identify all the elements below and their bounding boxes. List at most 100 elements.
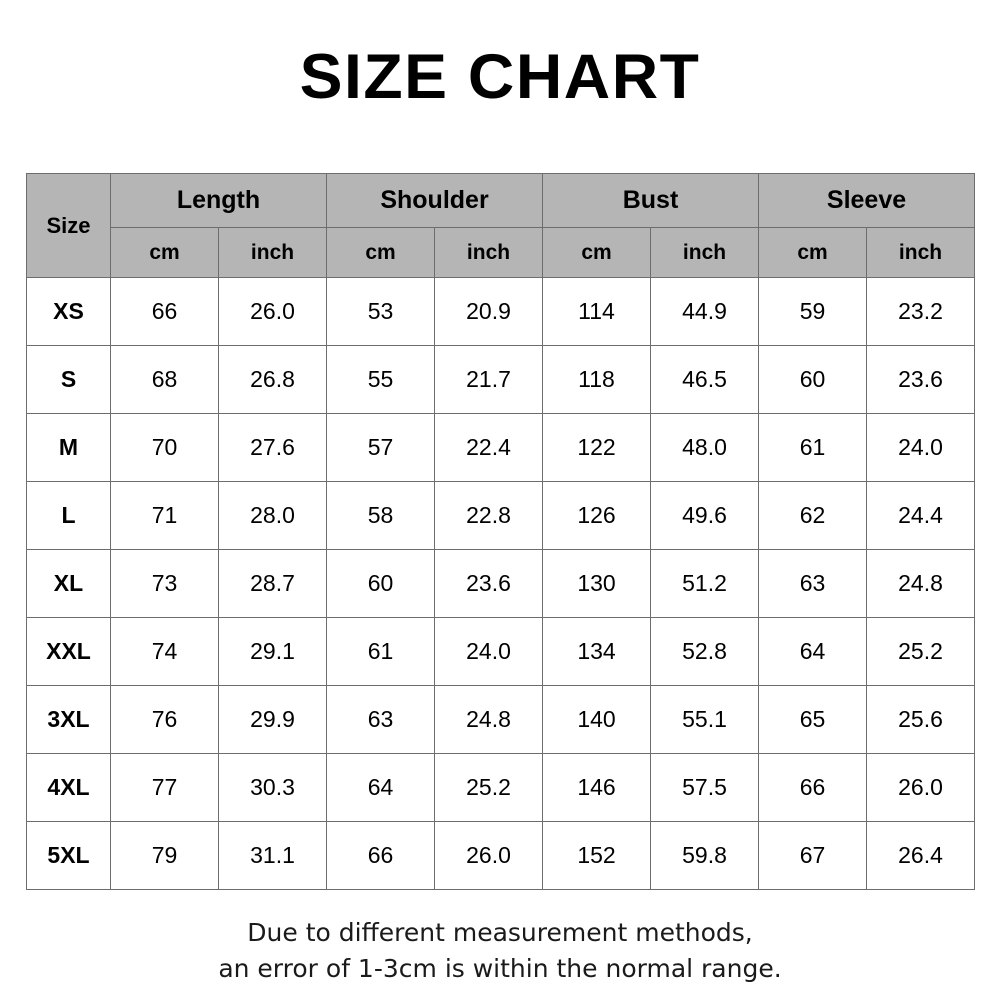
cell-sleeve-cm: 59 [758, 277, 868, 346]
cell-length-cm: 76 [110, 685, 219, 754]
cell-size: 5XL [26, 821, 111, 890]
cell-bust-inch: 46.5 [650, 345, 760, 414]
column-header-size: Size [26, 173, 111, 278]
cell-sleeve-inch: 24.0 [866, 413, 976, 482]
cell-shoulder-inch: 26.0 [434, 821, 544, 890]
column-group-header-sleeve: Sleeve [758, 173, 976, 228]
cell-sleeve-inch: 26.0 [866, 753, 976, 822]
cell-length-cm: 79 [110, 821, 219, 890]
table-row: 4XL 77 30.3 64 25.2 146 57.5 66 26.0 [26, 753, 976, 822]
cell-shoulder-cm: 58 [326, 481, 436, 550]
table-body: XS 66 26.0 53 20.9 114 44.9 59 23.2 S 68… [26, 277, 976, 890]
cell-size: XL [26, 549, 111, 618]
size-chart-table-container: Size Length Shoulder Bust Sleeve cm inch… [26, 173, 976, 890]
cell-shoulder-inch: 25.2 [434, 753, 544, 822]
cell-length-inch: 29.1 [217, 617, 328, 686]
cell-length-inch: 30.3 [217, 753, 328, 822]
cell-shoulder-inch: 24.8 [434, 685, 544, 754]
cell-size: L [26, 481, 111, 550]
table-row: XL 73 28.7 60 23.6 130 51.2 63 24.8 [26, 549, 976, 618]
cell-shoulder-inch: 22.8 [434, 481, 544, 550]
cell-size: XS [26, 277, 111, 346]
unit-header-sleeve-inch: inch [866, 227, 976, 278]
cell-sleeve-cm: 65 [758, 685, 868, 754]
table-row: 5XL 79 31.1 66 26.0 152 59.8 67 26.4 [26, 821, 976, 890]
column-group-header-shoulder: Shoulder [326, 173, 544, 228]
cell-shoulder-cm: 63 [326, 685, 436, 754]
unit-header-shoulder-inch: inch [434, 227, 544, 278]
cell-size: S [26, 345, 111, 414]
cell-sleeve-cm: 66 [758, 753, 868, 822]
column-group-header-bust: Bust [542, 173, 760, 228]
cell-shoulder-inch: 22.4 [434, 413, 544, 482]
cell-sleeve-inch: 25.2 [866, 617, 976, 686]
table-header: Size Length Shoulder Bust Sleeve cm inch… [26, 173, 976, 278]
unit-header-sleeve-cm: cm [758, 227, 868, 278]
cell-bust-cm: 140 [542, 685, 652, 754]
cell-sleeve-inch: 23.6 [866, 345, 976, 414]
unit-header-length-inch: inch [217, 227, 328, 278]
cell-bust-cm: 130 [542, 549, 652, 618]
cell-bust-inch: 59.8 [650, 821, 760, 890]
cell-shoulder-inch: 23.6 [434, 549, 544, 618]
measurement-disclaimer: Due to different measurement methods, an… [0, 915, 1000, 988]
cell-length-cm: 74 [110, 617, 219, 686]
cell-shoulder-cm: 61 [326, 617, 436, 686]
cell-sleeve-cm: 62 [758, 481, 868, 550]
size-chart-table: Size Length Shoulder Bust Sleeve cm inch… [26, 173, 976, 890]
cell-sleeve-cm: 61 [758, 413, 868, 482]
cell-bust-inch: 44.9 [650, 277, 760, 346]
cell-length-cm: 66 [110, 277, 219, 346]
cell-shoulder-cm: 66 [326, 821, 436, 890]
cell-shoulder-cm: 60 [326, 549, 436, 618]
cell-length-inch: 26.0 [217, 277, 328, 346]
cell-bust-inch: 55.1 [650, 685, 760, 754]
page-title: SIZE CHART [299, 42, 701, 112]
cell-shoulder-cm: 53 [326, 277, 436, 346]
cell-sleeve-cm: 67 [758, 821, 868, 890]
cell-shoulder-cm: 64 [326, 753, 436, 822]
unit-header-bust-cm: cm [542, 227, 652, 278]
cell-length-cm: 71 [110, 481, 219, 550]
disclaimer-line-2: an error of 1-3cm is within the normal r… [218, 954, 782, 984]
table-header-unit-row: cm inch cm inch cm inch cm inch [27, 227, 976, 278]
cell-sleeve-inch: 24.8 [866, 549, 976, 618]
table-header-group-row: Size Length Shoulder Bust Sleeve [26, 173, 976, 278]
cell-length-cm: 70 [110, 413, 219, 482]
column-group-header-length: Length [109, 173, 328, 228]
disclaimer-line-1: Due to different measurement methods, [247, 918, 753, 947]
cell-bust-cm: 134 [542, 617, 652, 686]
cell-length-inch: 27.6 [217, 413, 328, 482]
cell-size: XXL [26, 617, 111, 686]
cell-bust-cm: 122 [542, 413, 652, 482]
cell-bust-inch: 57.5 [650, 753, 760, 822]
table-row: M 70 27.6 57 22.4 122 48.0 61 24.0 [26, 413, 976, 482]
table-row: XS 66 26.0 53 20.9 114 44.9 59 23.2 [26, 277, 976, 346]
unit-header-bust-inch: inch [650, 227, 760, 278]
unit-header-length-cm: cm [110, 227, 219, 278]
table-row: 3XL 76 29.9 63 24.8 140 55.1 65 25.6 [26, 685, 976, 754]
cell-shoulder-inch: 20.9 [434, 277, 544, 346]
cell-length-inch: 26.8 [217, 345, 328, 414]
cell-sleeve-inch: 25.6 [866, 685, 976, 754]
cell-bust-cm: 152 [542, 821, 652, 890]
cell-bust-inch: 51.2 [650, 549, 760, 618]
cell-length-inch: 28.0 [217, 481, 328, 550]
cell-sleeve-cm: 64 [758, 617, 868, 686]
cell-length-cm: 68 [110, 345, 219, 414]
cell-size: 3XL [26, 685, 111, 754]
cell-bust-inch: 48.0 [650, 413, 760, 482]
cell-sleeve-cm: 63 [758, 549, 868, 618]
cell-length-inch: 29.9 [217, 685, 328, 754]
table-row: XXL 74 29.1 61 24.0 134 52.8 64 25.2 [26, 617, 976, 686]
cell-length-cm: 77 [110, 753, 219, 822]
table-row: L 71 28.0 58 22.8 126 49.6 62 24.4 [26, 481, 976, 550]
cell-bust-inch: 49.6 [650, 481, 760, 550]
cell-shoulder-cm: 57 [326, 413, 436, 482]
cell-sleeve-cm: 60 [758, 345, 868, 414]
cell-bust-cm: 126 [542, 481, 652, 550]
cell-bust-cm: 114 [542, 277, 652, 346]
cell-sleeve-inch: 24.4 [866, 481, 976, 550]
cell-length-inch: 31.1 [217, 821, 328, 890]
